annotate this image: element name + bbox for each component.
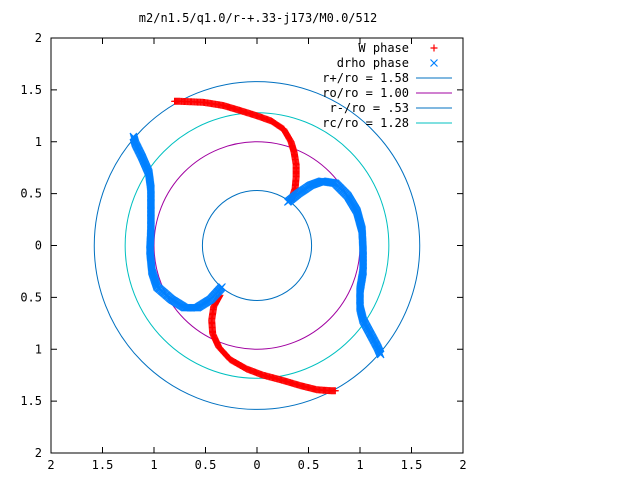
circle-2 [201, 190, 313, 301]
legend-marker-0 [430, 44, 438, 52]
legend-label-1: drho phase [337, 56, 409, 70]
point-0-0-164 [171, 97, 179, 105]
reference-circles [93, 81, 421, 410]
x-tick-label-3: 0.5 [195, 458, 217, 472]
y-tick-label-4: 0 [35, 239, 42, 253]
point-0-1-159 [331, 387, 339, 395]
x-tick-label-4: 0 [253, 458, 260, 472]
legend-label-5: rc/ro = 1.28 [322, 116, 409, 130]
y-tick-label-8: 2 [35, 31, 42, 45]
y-tick-label-2: 1 [35, 342, 42, 356]
y-tick-label-0: 2 [35, 446, 42, 460]
series-1 [129, 132, 385, 359]
y-tick-label-5: 0.5 [20, 187, 42, 201]
axis-ticks: 2 1.5 1 0.5 0 0.5 1 1.5 221.510.500.511.52 [20, 31, 466, 472]
point-1-1-205 [129, 132, 138, 141]
legend-label-4: r-/ro = .53 [330, 101, 409, 115]
x-tick-label-5: 0.5 [298, 458, 320, 472]
chart-title: m2/n1.5/q1.0/r-+.33-j173/M0.0/512 [139, 11, 377, 25]
x-tick-label-6: 1 [356, 458, 363, 472]
circle-3 [124, 112, 390, 379]
legend-label-0: W phase [358, 41, 409, 55]
y-tick-label-6: 1 [35, 135, 42, 149]
y-tick-label-3: 0.5 [20, 290, 42, 304]
x-tick-label-7: 1.5 [401, 458, 423, 472]
x-tick-label-2: 1 [150, 458, 157, 472]
circle-0 [93, 81, 421, 410]
y-tick-label-7: 1.5 [20, 83, 42, 97]
legend-label-2: r+/ro = 1.58 [322, 71, 409, 85]
x-tick-label-8: 2 [459, 458, 466, 472]
circle-1 [153, 141, 361, 350]
series-0 [171, 97, 339, 395]
x-tick-label-1: 1.5 [92, 458, 114, 472]
y-tick-label-1: 1.5 [20, 394, 42, 408]
x-tick-label-0: 2 [47, 458, 54, 472]
phase-points [129, 97, 385, 395]
legend-marker-1 [430, 59, 438, 67]
legend-label-3: ro/ro = 1.00 [322, 86, 409, 100]
point-1-0-207 [376, 350, 385, 359]
